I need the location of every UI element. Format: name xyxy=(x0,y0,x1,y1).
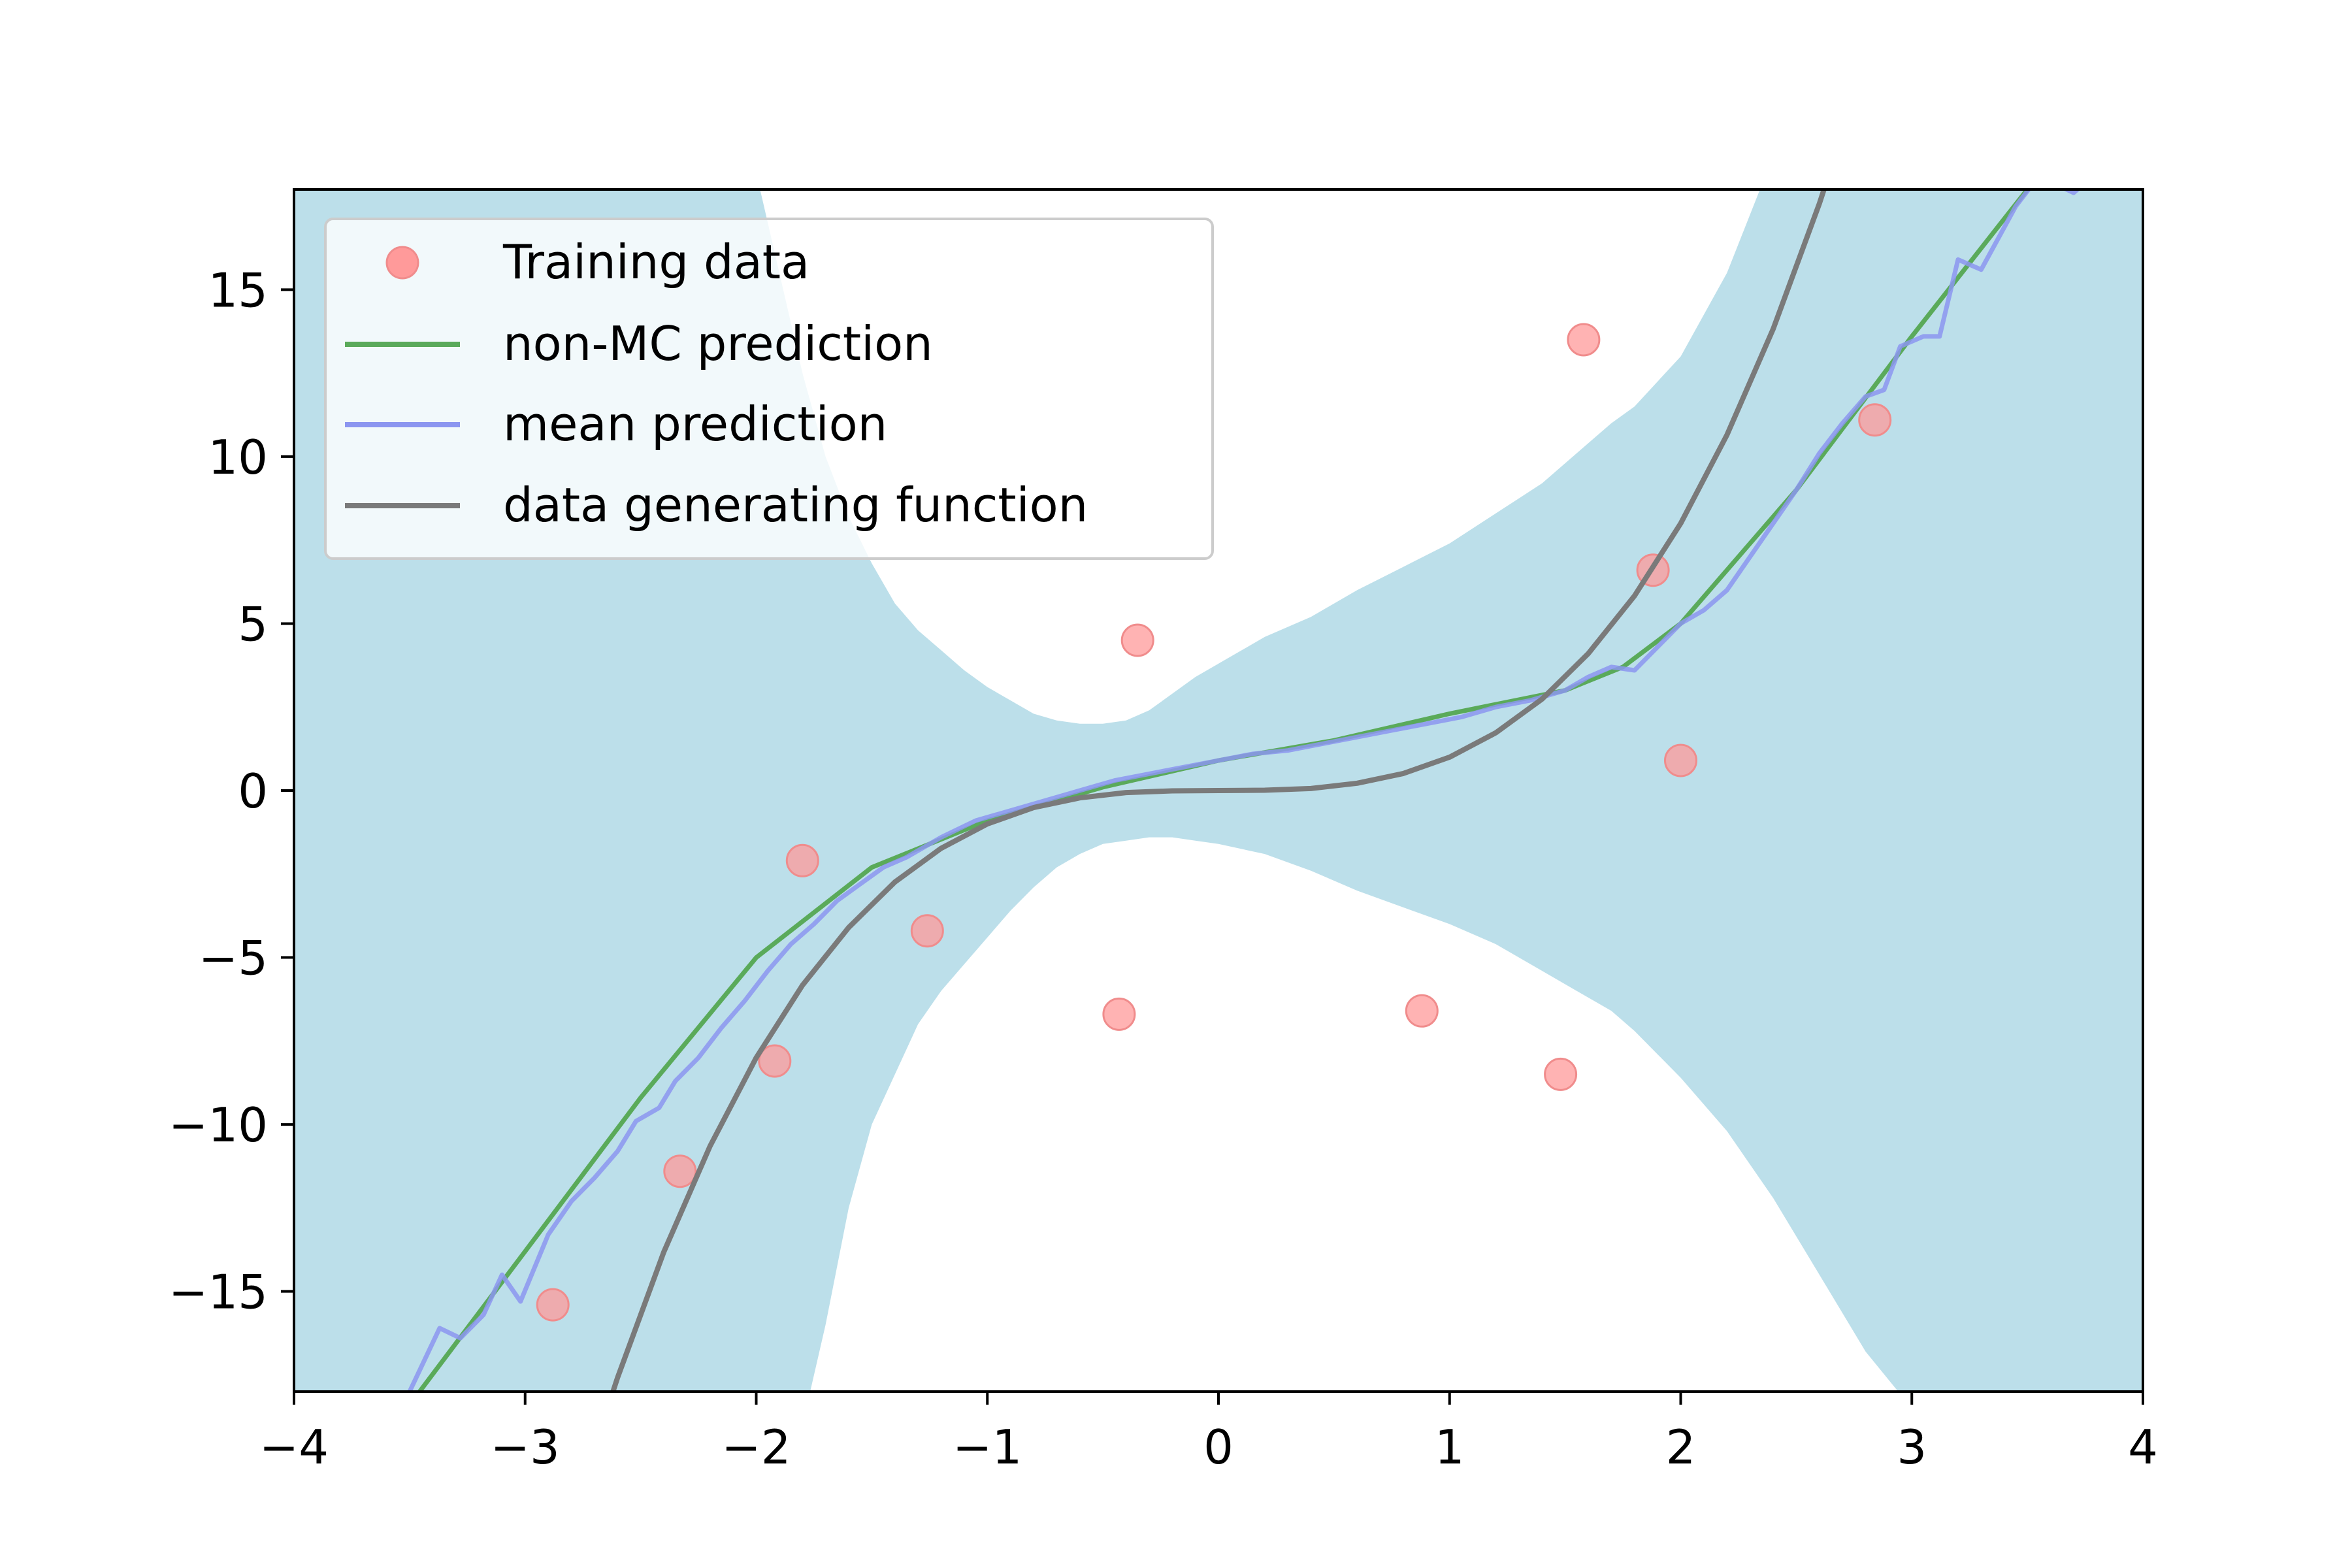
training-point xyxy=(1405,994,1439,1028)
y-tick-label: 0 xyxy=(238,764,268,819)
training-point xyxy=(758,1044,792,1078)
y-tick-label: 5 xyxy=(238,596,268,651)
y-tick-label: −15 xyxy=(169,1265,268,1320)
training-point xyxy=(1664,743,1697,777)
legend-label-training: Training data xyxy=(502,235,809,289)
training-point xyxy=(1102,997,1136,1031)
training-point xyxy=(785,843,819,877)
training-point xyxy=(1858,403,1892,437)
training-point xyxy=(1567,323,1601,357)
y-tick-label: 10 xyxy=(208,430,268,485)
training-point xyxy=(1544,1057,1578,1091)
series-data-generating-function xyxy=(610,189,1827,1392)
training-point xyxy=(536,1288,570,1322)
series-mean-prediction xyxy=(407,189,2082,1392)
x-tick-label: 0 xyxy=(1203,1420,1233,1475)
x-tick-label: −2 xyxy=(721,1420,791,1475)
x-tick-label: 4 xyxy=(2128,1420,2158,1475)
legend-marker-training xyxy=(385,246,419,280)
y-axis: −15 −10 −5 0 5 10 15 xyxy=(169,263,294,1320)
x-tick-label: −3 xyxy=(491,1420,560,1475)
y-tick-label: −10 xyxy=(169,1098,268,1152)
x-tick-label: 2 xyxy=(1666,1420,1696,1475)
y-tick-label: 15 xyxy=(208,263,268,318)
training-point xyxy=(663,1154,697,1188)
x-tick-label: 1 xyxy=(1435,1420,1465,1475)
legend-label-non-mc: non-MC prediction xyxy=(503,316,933,371)
y-tick-label: −5 xyxy=(199,931,268,986)
legend-frame xyxy=(324,218,1214,560)
legend: Training data non-MC prediction mean pre… xyxy=(324,218,1214,560)
x-tick-label: 3 xyxy=(1897,1420,1927,1475)
x-tick-label: −1 xyxy=(953,1420,1022,1475)
x-tick-label: −4 xyxy=(259,1420,329,1475)
legend-label-generating: data generating function xyxy=(503,478,1088,532)
training-point xyxy=(1120,623,1154,657)
training-point xyxy=(910,914,944,948)
legend-label-mean: mean prediction xyxy=(503,397,887,451)
x-axis: −4 −3 −2 −1 0 1 2 3 4 xyxy=(259,1392,2158,1475)
